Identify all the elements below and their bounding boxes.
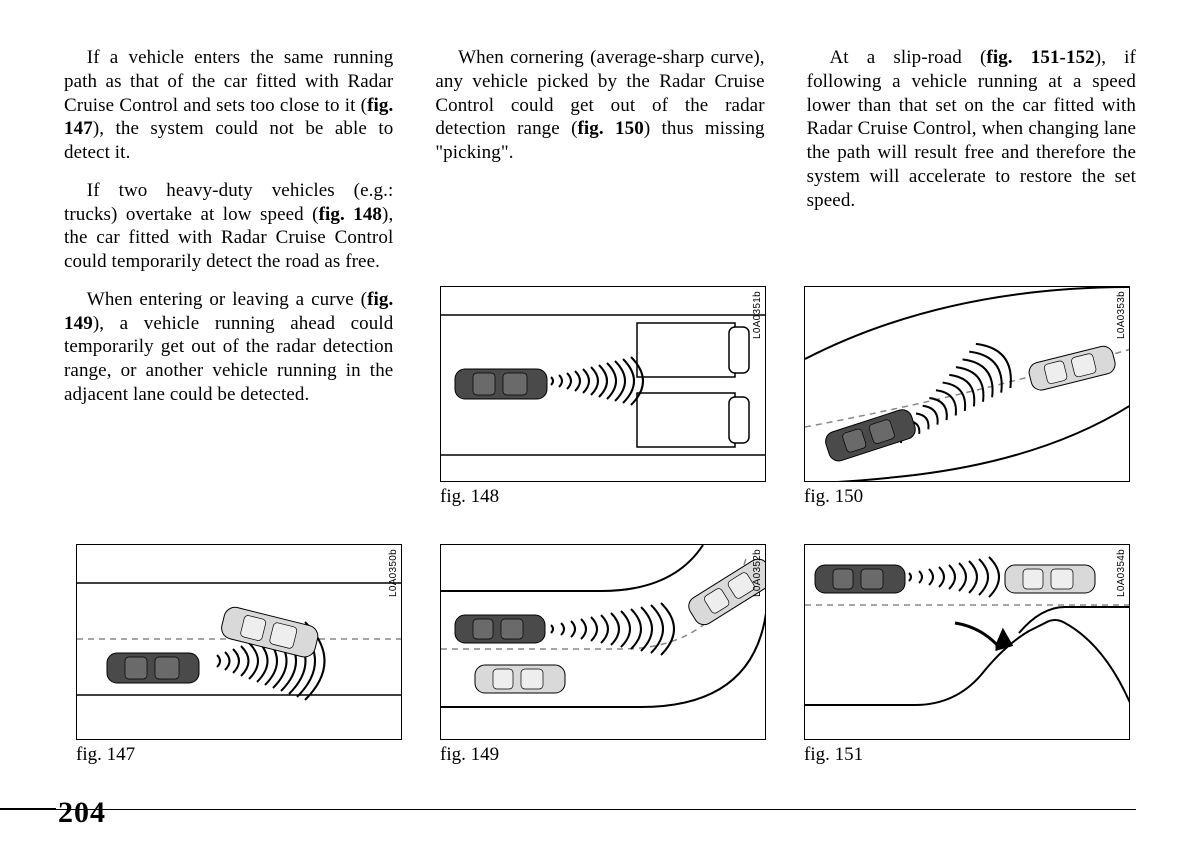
figure-147-code: L0A0350b bbox=[388, 549, 399, 597]
figure-151-caption: fig. 151 bbox=[804, 744, 1130, 766]
para-fig151: At a slip-road (fig. 151-152), if follow… bbox=[807, 46, 1136, 212]
figref-151-152: fig. 151-152 bbox=[986, 47, 1094, 68]
figure-148: L0A0351b bbox=[440, 286, 766, 508]
page-number: 204 bbox=[58, 796, 106, 830]
text: ), if following a vehicle running at a s… bbox=[807, 47, 1136, 211]
text: ), a vehicle running ahead could tempora… bbox=[64, 313, 393, 405]
column-1: If a vehicle enters the same running pat… bbox=[64, 46, 393, 421]
figure-149-caption: fig. 149 bbox=[440, 744, 766, 766]
para-fig149: When entering or leaving a curve (fig. 1… bbox=[64, 288, 393, 407]
manual-page: If a vehicle enters the same running pat… bbox=[0, 0, 1200, 848]
footer-rule bbox=[0, 809, 1136, 810]
text: At a slip-road ( bbox=[829, 47, 986, 68]
para-fig148: If two heavy-duty vehicles (e.g.: trucks… bbox=[64, 179, 393, 274]
figure-149-code: L0A0352b bbox=[752, 549, 763, 597]
text: ), the system could not be able to detec… bbox=[64, 118, 393, 163]
figure-148-caption: fig. 148 bbox=[440, 486, 766, 508]
figure-147-svg bbox=[77, 545, 402, 740]
figure-151-frame: L0A0354b bbox=[804, 544, 1130, 740]
figure-147: L0A0350b bbox=[76, 544, 402, 766]
figure-151-svg bbox=[805, 545, 1130, 740]
figure-148-code: L0A0351b bbox=[752, 291, 763, 339]
figure-147-caption: fig. 147 bbox=[76, 744, 402, 766]
figure-150-svg bbox=[805, 287, 1130, 482]
figref-148: fig. 148 bbox=[319, 204, 382, 225]
figref-150: fig. 150 bbox=[578, 118, 644, 139]
figure-149-frame: L0A0352b bbox=[440, 544, 766, 740]
figure-151: L0A0354b bbox=[804, 544, 1130, 766]
figure-150: L0A0353b bbox=[804, 286, 1130, 508]
text: When entering or leaving a curve ( bbox=[87, 289, 367, 310]
figure-149: L0A0352b bbox=[440, 544, 766, 766]
figure-150-frame: L0A0353b bbox=[804, 286, 1130, 482]
figure-148-frame: L0A0351b bbox=[440, 286, 766, 482]
para-fig150: When cornering (average-sharp curve), an… bbox=[435, 46, 764, 165]
figure-148-svg bbox=[441, 287, 766, 482]
figure-149-svg bbox=[441, 545, 766, 740]
text: If a vehicle enters the same running pat… bbox=[64, 47, 393, 116]
para-fig147: If a vehicle enters the same running pat… bbox=[64, 46, 393, 165]
figure-147-frame: L0A0350b bbox=[76, 544, 402, 740]
figure-151-code: L0A0354b bbox=[1116, 549, 1127, 597]
figure-150-code: L0A0353b bbox=[1116, 291, 1127, 339]
figure-150-caption: fig. 150 bbox=[804, 486, 1130, 508]
